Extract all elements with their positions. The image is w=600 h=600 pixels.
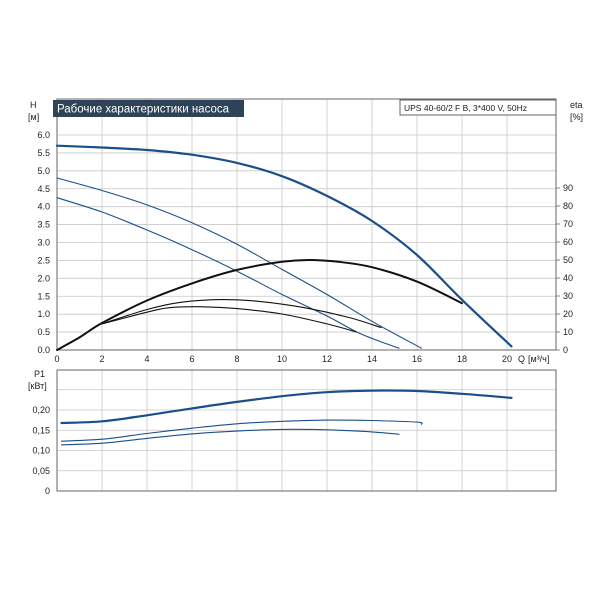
head-curve: [55, 144, 513, 348]
chart-title: Рабочие характеристики насоса: [57, 104, 230, 116]
power-tick-label: 0: [45, 486, 50, 496]
y-tick-label: 2.5: [37, 255, 50, 265]
y-tick-label: 4.5: [37, 184, 50, 194]
y-tick-label: 0.0: [37, 345, 50, 355]
y2-tick-label: 80: [563, 201, 573, 211]
x-axis-label-q: Q: [518, 354, 525, 364]
power-tick-label: 0,05: [32, 466, 50, 476]
head-curve: [56, 197, 400, 349]
power-tick-labels: 0 0,05 0,10 0,15 0,20: [32, 405, 50, 496]
y-tick-label: 5.5: [37, 148, 50, 158]
head-curve: [56, 177, 423, 349]
power-curve: [60, 389, 513, 425]
x-tick-label: 8: [234, 354, 239, 364]
y-tick-label: 5.0: [37, 166, 50, 176]
efficiency-curve: [56, 258, 463, 351]
head-tick-labels: 0 2 4 6 8 10 12 14 16 18 20 0.0 0.5 1.0 1.5 2.0 2.5 3.0 3.…: [37, 130, 573, 364]
y2-tick-label: 50: [563, 255, 573, 265]
y-tick-label: 6.0: [37, 130, 50, 140]
x-tick-label: 10: [277, 354, 287, 364]
x-tick-label: 12: [322, 354, 332, 364]
power-grid: [56, 370, 556, 492]
power-axis-label: P1: [34, 369, 45, 379]
y-tick-label: 1.5: [37, 291, 50, 301]
y2-tick-label: 70: [563, 219, 573, 229]
y-tick-label: 3.0: [37, 238, 50, 248]
x-tick-label: 0: [54, 354, 59, 364]
y2-tick-label: 20: [563, 309, 573, 319]
x-tick-label: 18: [457, 354, 467, 364]
y2-tick-label: 60: [563, 237, 573, 247]
power-curve: [60, 428, 400, 446]
head-efficiency-curves: [55, 144, 513, 351]
head-plot-frame: [56, 98, 557, 351]
x-tick-label: 6: [189, 354, 194, 364]
x-tick-label: 14: [367, 354, 377, 364]
y-tick-label: 1.0: [37, 309, 50, 319]
x-tick-label: 20: [502, 354, 512, 364]
y-axis-label-h: H: [30, 100, 37, 110]
y-axis-unit-h: [м]: [28, 112, 39, 122]
power-tick-label: 0,10: [32, 446, 50, 456]
x-tick-label: 16: [412, 354, 422, 364]
y-tick-label: 4.0: [37, 202, 50, 212]
chart-title-box: [53, 100, 244, 117]
power-curve: [60, 419, 423, 442]
y2-tick-label: 10: [563, 327, 573, 337]
y2-tick-label: 40: [563, 273, 573, 283]
y-tick-label: 0.5: [37, 327, 50, 337]
model-label-box: [399, 99, 557, 116]
y2-tick-label: 90: [563, 183, 573, 193]
power-axis-unit: [кВт]: [28, 381, 47, 391]
head-efficiency-grid: [56, 99, 556, 351]
power-curves: [60, 389, 513, 446]
efficiency-curve: [101, 299, 382, 329]
x-tick-label: 4: [144, 354, 149, 364]
y2-tick-label: 30: [563, 291, 573, 301]
power-tick-label: 0,20: [32, 405, 50, 415]
model-label: UPS 40-60/2 F B, 3*400 V, 50Hz: [404, 103, 527, 113]
power-tick-label: 0,15: [32, 425, 50, 435]
x-axis-unit-q: [м³/ч]: [528, 354, 549, 364]
y-tick-label: 3.5: [37, 220, 50, 230]
x-tick-label: 2: [99, 354, 104, 364]
y-tick-label: 2.0: [37, 273, 50, 283]
y2-tick-label: 0: [563, 345, 568, 355]
y2-axis-unit-eta: [%]: [570, 112, 583, 122]
efficiency-curve: [101, 306, 357, 333]
power-plot-frame: [56, 369, 557, 492]
y2-axis-label-eta: eta: [570, 100, 583, 110]
